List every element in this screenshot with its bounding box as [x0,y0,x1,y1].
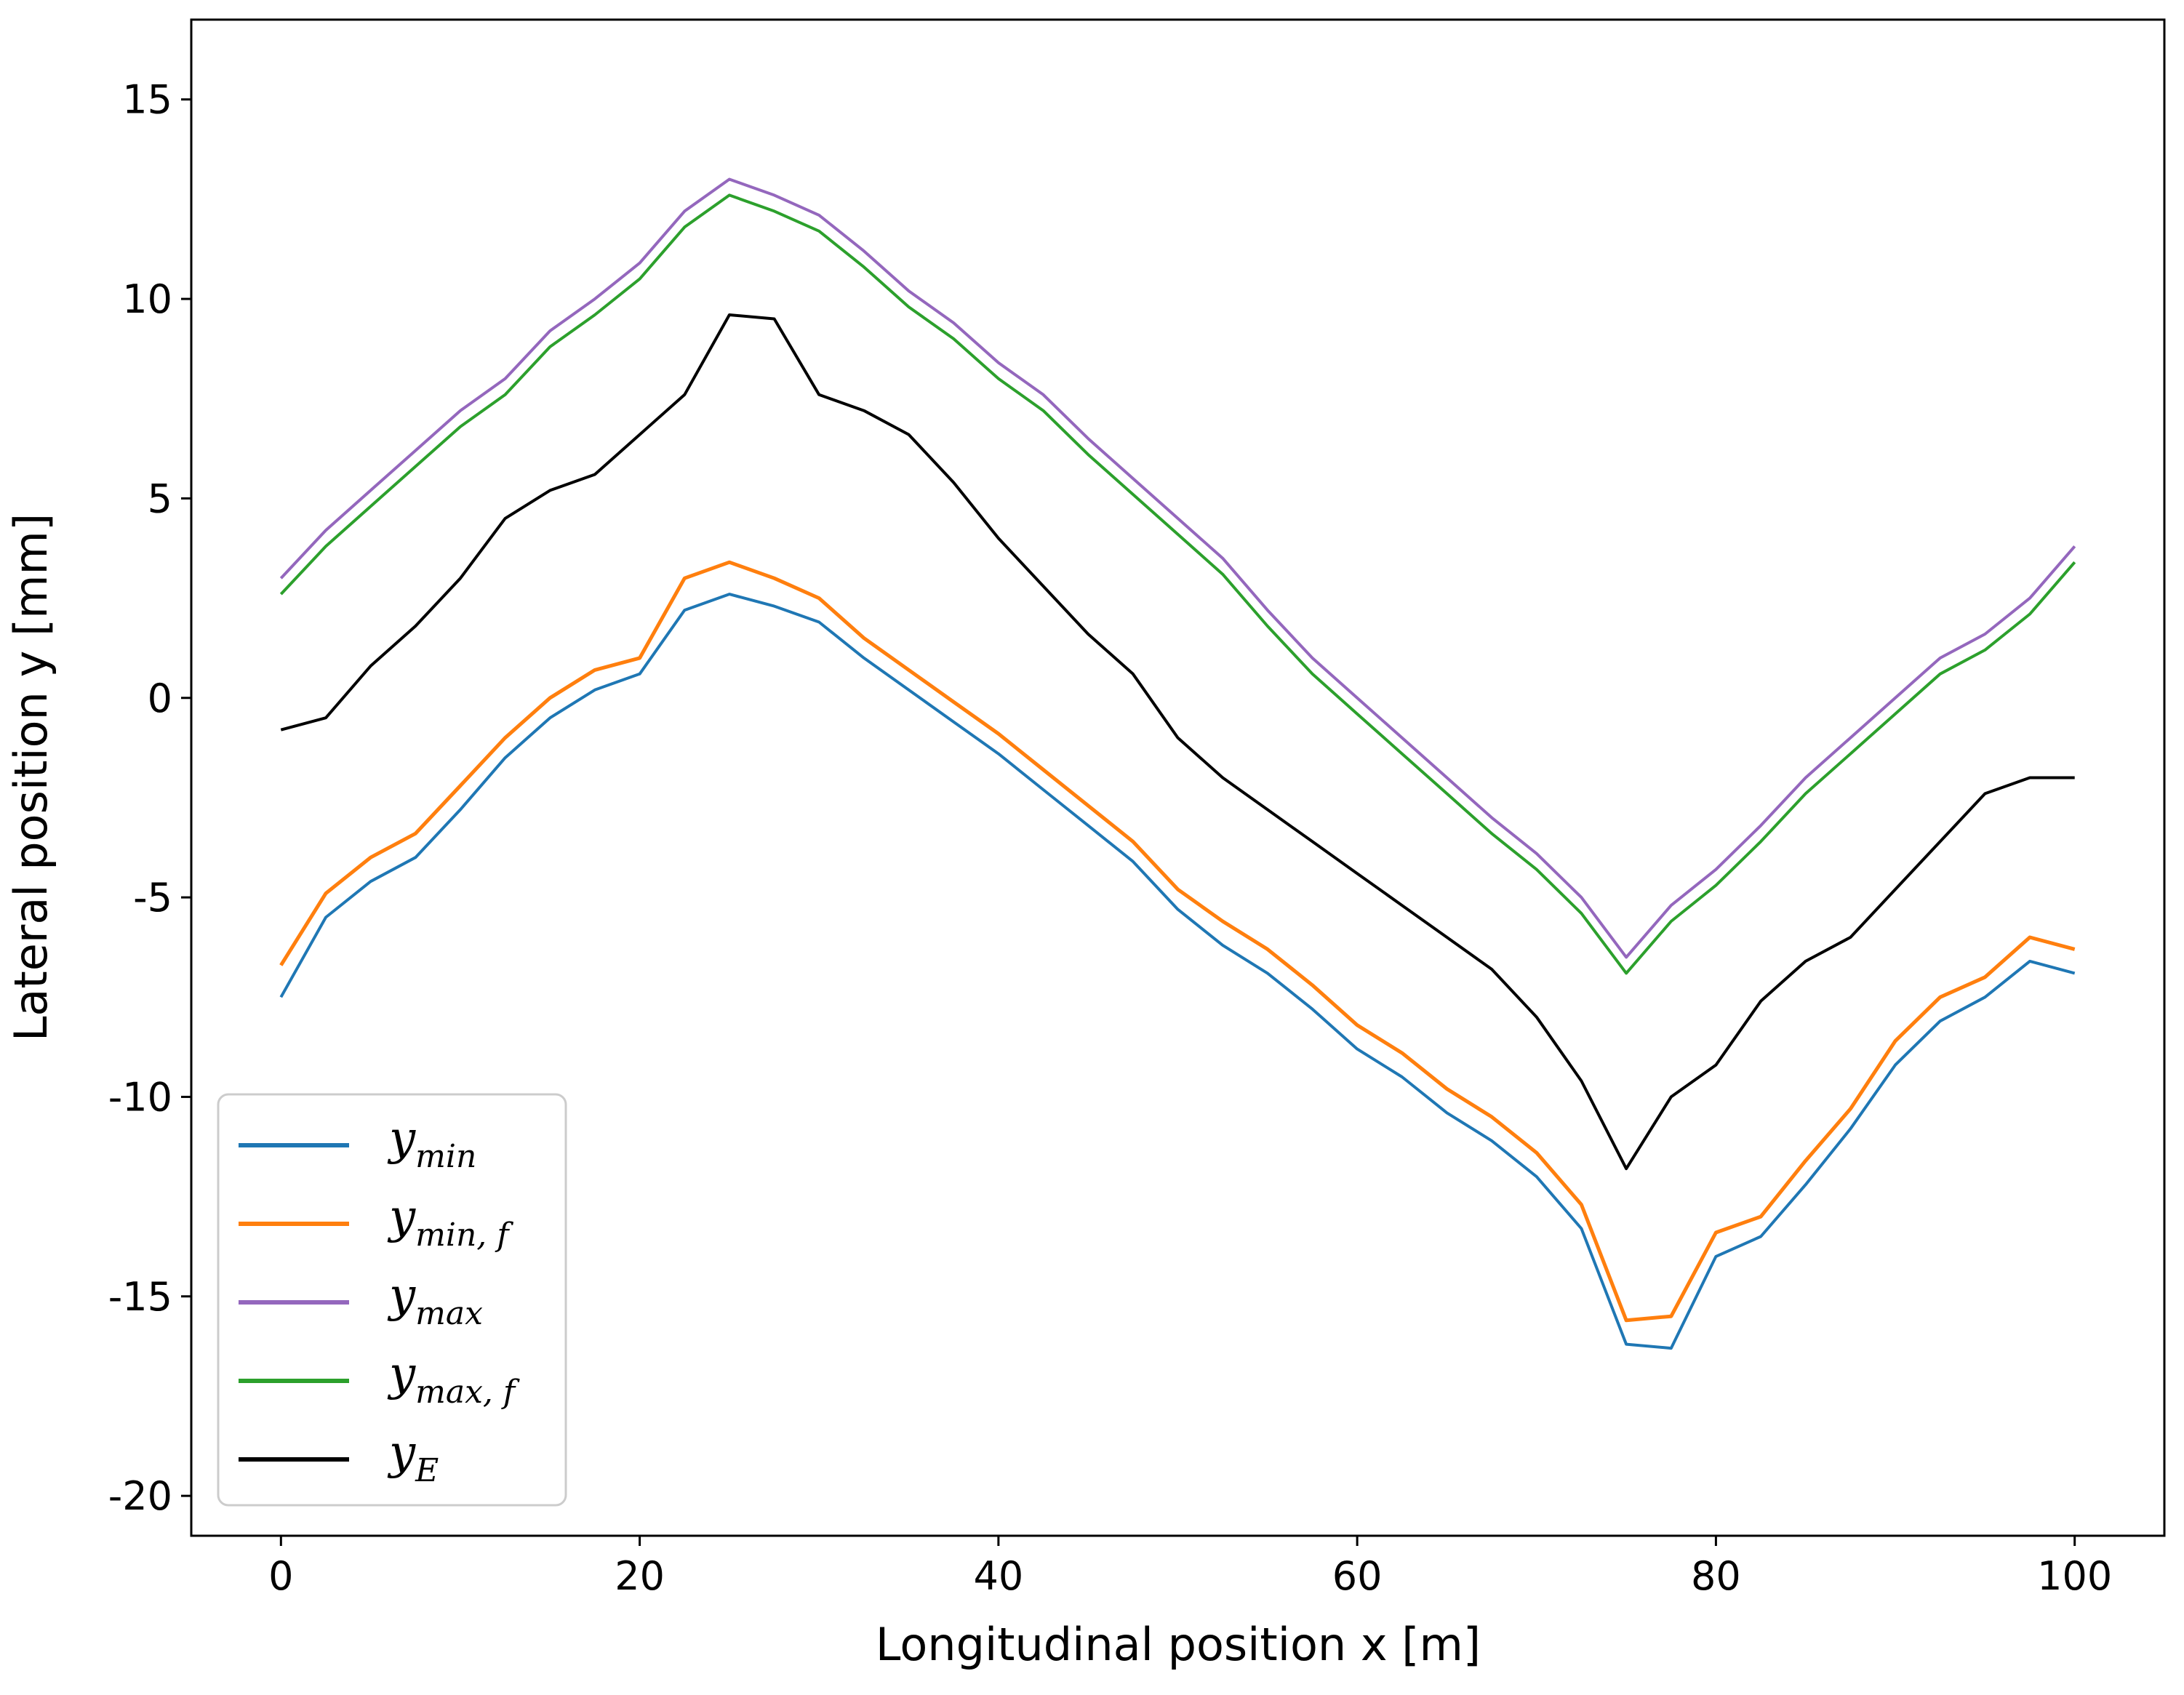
x-tick-label: 0 [268,1553,293,1599]
y-tick-label: -10 [108,1074,172,1120]
series-layer [279,177,2076,1350]
y-tick-label: 5 [148,476,172,521]
legend-label-0: ymin [387,1112,476,1175]
series-line-1 [279,560,2076,1323]
legend-box [217,1093,567,1507]
legend-label-1: ymin, f [387,1190,513,1254]
legend-label-2: ymax [387,1269,483,1332]
legend-label-3: ymax, f [387,1347,520,1411]
x-tick-label: 40 [974,1553,1024,1599]
x-tick-label: 20 [615,1553,665,1599]
x-tick-label: 100 [2037,1553,2112,1599]
y-axis-label: Lateral position y [mm] [4,513,57,1041]
series-line-0 [279,593,2076,1350]
y-tick-label: 0 [148,676,172,721]
y-tick-label: 15 [122,77,172,123]
x-axis-ticks: 0 20 40 60 80 100 [268,1536,2112,1599]
series-line-2 [279,177,2076,959]
x-tick-label: 60 [1332,1553,1383,1599]
legend: ymin ymin, f ymax ymax, f yE [217,1093,567,1507]
y-tick-label: -15 [108,1274,172,1320]
legend-label-4: yE [387,1426,439,1489]
plot-frame [190,18,2166,1537]
series-line-4 [280,313,2075,1171]
y-tick-label: -5 [133,875,172,921]
y-tick-label: -20 [108,1473,172,1519]
legend-entries: ymin ymin, f ymax ymax, f yE [239,1112,520,1489]
series-line-3 [279,193,2076,975]
y-axis-ticks: 15 10 5 0 -5 -10 -15 -20 [108,77,191,1519]
x-axis-label: Longitudinal position x [m] [876,1618,1481,1671]
y-tick-label: 10 [122,276,172,322]
x-tick-label: 80 [1691,1553,1741,1599]
